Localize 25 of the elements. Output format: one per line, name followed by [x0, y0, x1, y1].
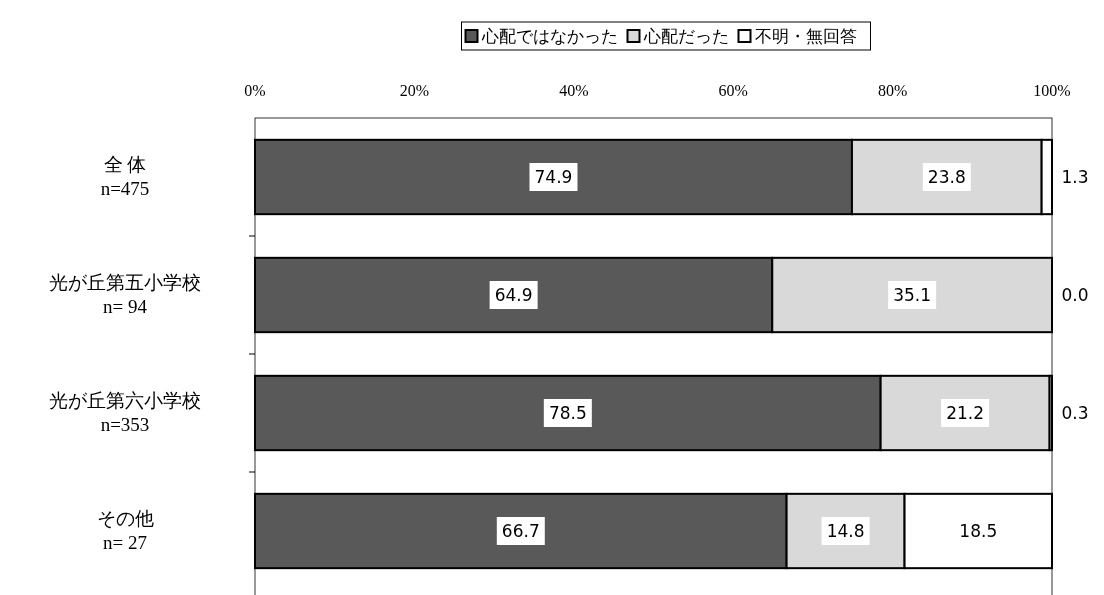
data-label: 18.5 — [959, 521, 998, 541]
data-label: 66.7 — [501, 521, 540, 541]
legend-label: 不明・無回答 — [754, 26, 857, 46]
x-tick-label: 0% — [244, 82, 266, 99]
data-label: 35.1 — [893, 285, 932, 305]
y-tick-label: その他 n= 27 — [96, 508, 154, 553]
data-label: 21.2 — [946, 403, 985, 423]
data-label: 0.0 — [1061, 285, 1089, 305]
legend-label: 心配ではなかった — [480, 26, 618, 46]
data-label: 64.9 — [494, 285, 533, 305]
legend-label: 心配だった — [642, 26, 729, 46]
x-tick-label: 80% — [877, 82, 908, 99]
data-label: 78.5 — [548, 403, 587, 423]
data-label: 23.8 — [927, 167, 966, 187]
y-tick-label: 光が丘第五小学校 n= 94 — [49, 272, 201, 317]
data-label: 1.3 — [1061, 167, 1089, 187]
x-tick-label: 100% — [1033, 82, 1071, 99]
y-tick-label: 光が丘第六小学校 n=353 — [49, 390, 201, 435]
x-tick-label: 60% — [718, 82, 748, 99]
data-label: 14.8 — [826, 521, 865, 541]
data-label: 0.3 — [1061, 403, 1089, 423]
y-tick-label: 全 体 n=475 — [100, 154, 150, 199]
data-label: 74.9 — [534, 167, 573, 187]
x-tick-label: 40% — [559, 82, 589, 99]
x-tick-label: 20% — [399, 82, 430, 99]
